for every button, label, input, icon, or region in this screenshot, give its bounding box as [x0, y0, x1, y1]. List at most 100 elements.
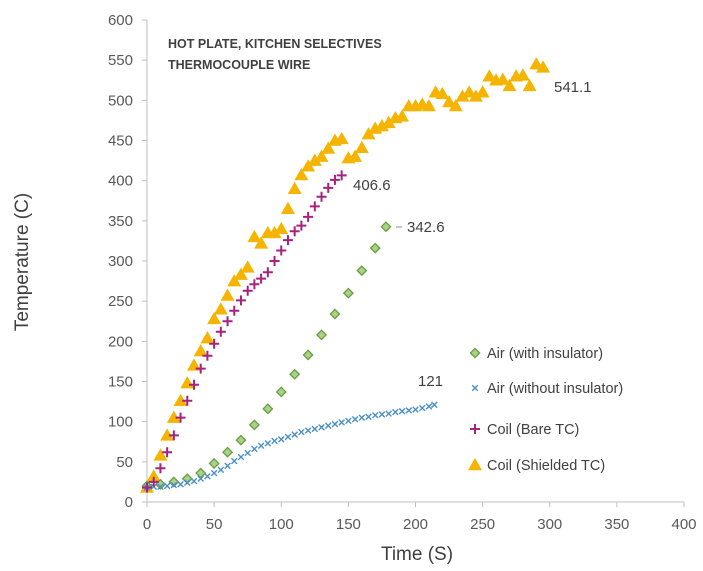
data-point	[468, 89, 483, 102]
data-point	[247, 229, 262, 243]
data-point	[215, 326, 226, 337]
y-tick-label: 600	[108, 12, 133, 29]
data-point	[358, 414, 366, 421]
data-point	[482, 69, 497, 82]
y-axis-label: Temperature (C)	[12, 193, 33, 331]
data-point	[298, 428, 305, 436]
data-point	[222, 316, 233, 327]
data-point	[200, 331, 215, 344]
series-air-without-insulator	[143, 401, 438, 491]
data-point	[197, 475, 204, 482]
plot-title-line-2: THERMOCOUPLE WIRE	[168, 58, 310, 72]
data-point	[378, 411, 386, 418]
y-tick-label: 100	[108, 414, 133, 431]
legend-marker-triangle	[468, 458, 482, 471]
data-point	[244, 449, 251, 457]
x-tick-label: 400	[671, 516, 696, 533]
data-point	[369, 242, 381, 254]
data-point	[248, 419, 260, 431]
y-tick-label: 350	[108, 213, 133, 230]
data-point	[522, 78, 537, 92]
y-tick-label: 450	[108, 133, 133, 150]
x-tick-label: 350	[604, 516, 629, 533]
data-point	[329, 174, 340, 185]
data-point	[280, 201, 295, 215]
data-point	[262, 267, 273, 278]
data-point	[233, 267, 248, 280]
data-point	[242, 285, 253, 296]
data-point	[448, 98, 463, 112]
data-point	[502, 78, 517, 92]
y-tick-label: 50	[116, 454, 133, 471]
data-point	[217, 466, 225, 474]
y-tick-label: 500	[108, 92, 133, 109]
data-point	[148, 476, 159, 487]
y-tick-label: 0	[125, 494, 133, 511]
data-point	[251, 445, 258, 453]
data-point	[257, 442, 265, 450]
x-tick-label: 300	[537, 516, 562, 533]
data-point	[412, 406, 419, 413]
data-point	[289, 226, 300, 237]
data-point	[177, 481, 184, 488]
data-point	[193, 343, 208, 357]
y-axis-ticks: 0 50 100 150 200 250 300 350 400 450 500 550 600	[108, 12, 147, 511]
data-point	[302, 349, 314, 361]
legend-marker-shape	[471, 384, 479, 392]
data-point	[202, 350, 213, 361]
data-point	[271, 437, 278, 445]
annotations: 541.1 406.6 342.6 121	[353, 79, 592, 390]
data-point	[180, 376, 195, 389]
data-point	[289, 368, 301, 380]
x-tick-label: 150	[336, 516, 361, 533]
data-point	[316, 191, 327, 202]
data-point	[435, 86, 450, 100]
data-point	[287, 181, 302, 194]
data-point	[157, 483, 164, 491]
data-point	[230, 457, 238, 465]
data-point	[227, 274, 242, 287]
data-point	[365, 413, 372, 421]
legend-item-air-without-insulator: Air (without insulator)	[471, 381, 623, 397]
data-point	[462, 85, 477, 98]
data-point	[155, 463, 166, 474]
plot-title: HOT PLATE, KITCHEN SELECTIVES THERMOCOUP…	[168, 37, 382, 72]
data-point	[256, 273, 267, 284]
data-point	[249, 279, 260, 290]
data-point	[170, 481, 178, 489]
data-point	[316, 329, 328, 341]
series-coil-bare-tc	[142, 170, 347, 493]
data-point	[146, 469, 161, 482]
data-point	[351, 415, 359, 423]
data-point	[329, 308, 341, 320]
data-point	[442, 94, 457, 108]
x-axis-ticks: 0 50 100 150 200 250 300 350 400	[143, 502, 697, 533]
data-point	[418, 404, 426, 412]
legend-marker-x	[471, 384, 479, 392]
annotation-406: 406.6	[353, 177, 391, 194]
data-point	[274, 221, 289, 235]
data-point	[381, 115, 396, 129]
data-point	[291, 431, 298, 438]
data-point	[190, 477, 198, 485]
data-point	[142, 482, 152, 493]
data-point	[356, 265, 368, 277]
data-point	[224, 462, 231, 470]
data-point	[345, 417, 352, 425]
data-point	[264, 440, 272, 447]
data-point	[168, 430, 179, 441]
data-point	[354, 140, 369, 153]
data-point	[284, 433, 292, 441]
data-point	[515, 68, 530, 81]
data-point	[166, 410, 181, 423]
data-point	[162, 447, 173, 458]
data-point	[431, 401, 438, 409]
data-point	[282, 235, 293, 246]
data-point	[213, 302, 228, 315]
data-point	[536, 60, 551, 73]
data-point	[208, 457, 220, 469]
x-tick-label: 250	[470, 516, 495, 533]
data-point	[334, 131, 349, 145]
data-point	[195, 363, 206, 374]
